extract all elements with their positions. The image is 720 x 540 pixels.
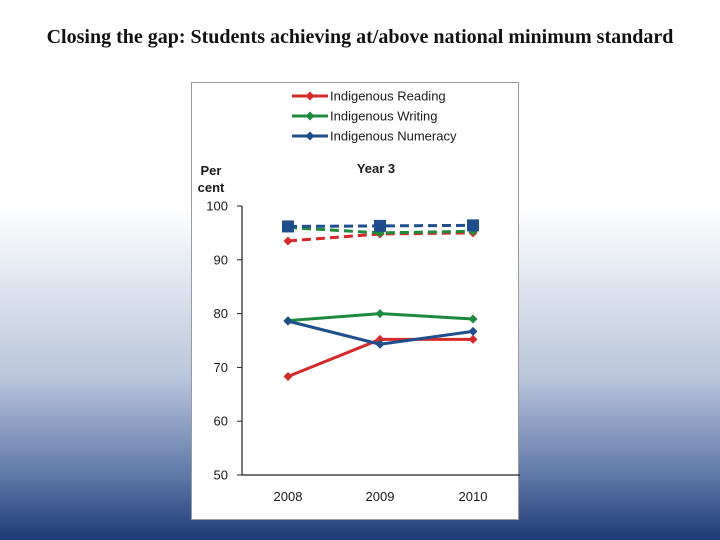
x-tick-label: 2009 <box>366 489 395 504</box>
y-tick-label: 50 <box>214 468 228 483</box>
line-chart: Indigenous Reading Indigenous Writing Indi… <box>198 89 520 504</box>
y-axis-label-line-2: cent <box>198 180 225 195</box>
legend-entry: Indigenous Reading <box>292 89 446 104</box>
data-point <box>375 339 385 349</box>
y-tick-label: 60 <box>214 414 228 429</box>
series-2 <box>283 316 478 349</box>
y-axis-label-line-1: Per <box>201 163 222 178</box>
data-point <box>375 334 385 344</box>
data-point <box>468 326 478 336</box>
data-point <box>375 309 385 319</box>
chart-title: Year 3 <box>357 161 395 176</box>
series-1 <box>283 309 478 326</box>
legend-entry: Indigenous Writing <box>292 109 437 124</box>
series-0 <box>283 334 478 382</box>
chart-series <box>282 219 479 382</box>
chart-panel: Indigenous Reading Indigenous Writing Indi… <box>191 82 520 520</box>
data-point <box>467 219 479 232</box>
chart-axes: 50 60 70 80 90 100 2008 2009 2010 <box>206 199 520 504</box>
data-point <box>283 236 293 246</box>
data-point <box>305 111 315 121</box>
legend-label: Indigenous Numeracy <box>330 129 457 144</box>
data-point <box>468 334 478 344</box>
series-5 <box>282 219 479 233</box>
data-point <box>305 91 315 101</box>
slide-title: Closing the gap: Students achieving at/a… <box>46 26 674 48</box>
data-point <box>283 372 293 382</box>
data-point <box>282 220 294 233</box>
y-tick-label: 100 <box>206 199 228 214</box>
data-point <box>468 314 478 324</box>
data-point <box>374 219 386 232</box>
legend-entry: Indigenous Numeracy <box>292 129 457 144</box>
y-tick-label: 90 <box>214 252 228 267</box>
legend-label: Indigenous Reading <box>330 89 446 104</box>
data-point <box>305 131 315 141</box>
y-tick-label: 80 <box>214 306 228 321</box>
y-tick-label: 70 <box>214 360 228 375</box>
data-point <box>283 316 293 326</box>
x-tick-label: 2010 <box>459 489 488 504</box>
chart-legend: Indigenous Reading Indigenous Writing Indi… <box>292 89 457 144</box>
x-tick-label: 2008 <box>274 489 303 504</box>
legend-label: Indigenous Writing <box>330 109 437 124</box>
